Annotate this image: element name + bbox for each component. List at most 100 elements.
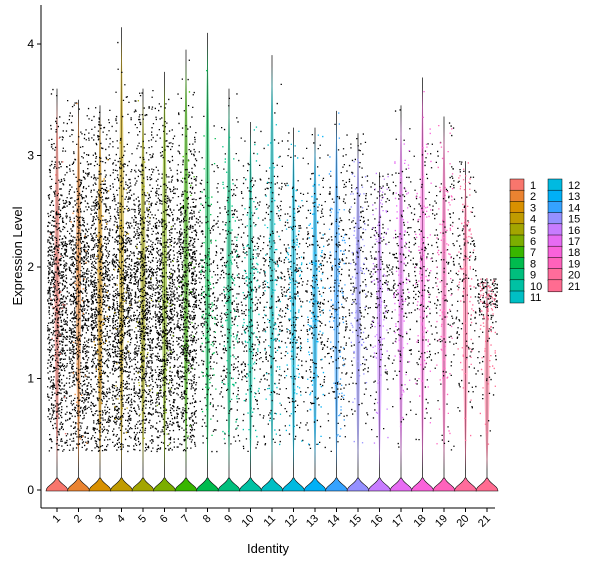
x-ticks: 1 2 3 4 5 6 7 8 9 10 11 12 13 14 15 16 17 18 19 20 21 bbox=[50, 508, 493, 530]
x-tick-label: 1 bbox=[50, 513, 63, 526]
violin-21 bbox=[475, 477, 499, 492]
violin-2 bbox=[67, 477, 90, 492]
legend-label: 6 bbox=[530, 236, 536, 248]
legend-swatch bbox=[547, 178, 563, 192]
violin-body-13 bbox=[312, 137, 318, 470]
points-5 bbox=[133, 90, 155, 452]
legend-swatch bbox=[547, 201, 563, 214]
violin-20 bbox=[454, 477, 477, 492]
violin-group-5 bbox=[131, 88, 155, 492]
x-tick-label: 5 bbox=[136, 513, 149, 526]
colored-points-21 bbox=[479, 278, 496, 445]
legend-label: 11 bbox=[530, 292, 541, 304]
legend-swatch bbox=[547, 245, 563, 259]
x-tick-label: 18 bbox=[411, 513, 428, 530]
legend-label: 18 bbox=[568, 247, 580, 259]
y-ticks: 0 1 2 3 4 bbox=[27, 37, 41, 497]
legend-label: 21 bbox=[568, 281, 580, 293]
points-14 bbox=[326, 123, 348, 452]
legend-swatch bbox=[547, 212, 563, 225]
legend-label: 12 bbox=[568, 180, 580, 192]
y-tick-label: 3 bbox=[27, 149, 34, 163]
violin-19 bbox=[432, 477, 456, 492]
x-tick-label: 21 bbox=[476, 513, 493, 530]
legend-label: 8 bbox=[530, 258, 536, 270]
x-tick-label: 4 bbox=[115, 513, 128, 526]
x-tick-label: 15 bbox=[347, 513, 364, 530]
legend-item-11: 11 bbox=[509, 290, 541, 304]
legend-item-18: 18 bbox=[547, 245, 580, 259]
violin-16 bbox=[368, 477, 391, 492]
points-10 bbox=[240, 130, 262, 453]
violin-3 bbox=[88, 477, 112, 492]
points-13 bbox=[305, 134, 327, 449]
legend-swatch bbox=[547, 268, 563, 281]
violin-body-9 bbox=[226, 98, 232, 470]
x-tick-label: 10 bbox=[239, 513, 256, 530]
x-tick-label: 8 bbox=[201, 513, 214, 526]
legend-swatch bbox=[547, 279, 563, 293]
violin-18 bbox=[411, 477, 434, 492]
legend-label: 15 bbox=[568, 214, 580, 226]
violin-group-11 bbox=[260, 55, 284, 492]
violin-group-14 bbox=[325, 110, 348, 492]
violin-group-17 bbox=[389, 105, 413, 492]
violin-group-7 bbox=[174, 49, 198, 492]
x-tick-label: 13 bbox=[304, 513, 321, 530]
x-tick-label: 11 bbox=[262, 513, 279, 530]
legend-swatch bbox=[509, 189, 525, 203]
points-3 bbox=[90, 107, 112, 452]
violin-body-5 bbox=[140, 98, 146, 470]
violin-group-19 bbox=[432, 116, 456, 492]
violin-group-10 bbox=[239, 122, 262, 492]
legend-swatch bbox=[547, 189, 563, 203]
colored-points-1 bbox=[49, 137, 67, 435]
legend-label: 13 bbox=[568, 191, 580, 203]
violin-13 bbox=[303, 477, 327, 492]
violin-body-20 bbox=[463, 171, 468, 470]
x-tick-label: 19 bbox=[433, 513, 450, 530]
violin-17 bbox=[389, 477, 413, 492]
violin-body-11 bbox=[269, 65, 275, 471]
violin-group-1 bbox=[45, 88, 69, 492]
legend-swatch bbox=[509, 290, 525, 304]
plot-area bbox=[45, 27, 499, 492]
violin-body-10 bbox=[248, 132, 253, 471]
x-tick-label: 16 bbox=[368, 513, 385, 530]
violin-14 bbox=[325, 477, 348, 492]
y-tick-label: 2 bbox=[27, 260, 34, 274]
legend-swatch bbox=[509, 234, 525, 248]
legend-label: 7 bbox=[530, 247, 536, 259]
legend-swatch bbox=[509, 201, 525, 214]
points-4 bbox=[111, 41, 133, 453]
points-2 bbox=[68, 102, 90, 451]
violin-1 bbox=[45, 477, 69, 492]
x-tick-label: 6 bbox=[158, 513, 171, 526]
x-tick-label: 2 bbox=[72, 513, 85, 526]
legend-swatch bbox=[509, 178, 525, 192]
legend-item-21: 21 bbox=[547, 279, 580, 293]
x-tick-label: 12 bbox=[282, 513, 299, 530]
legend-swatch bbox=[509, 212, 525, 225]
legend-item-12: 12 bbox=[547, 178, 580, 192]
legend-swatch bbox=[547, 223, 563, 237]
points-21 bbox=[477, 278, 498, 437]
legend-swatch bbox=[509, 268, 525, 281]
x-tick-label: 9 bbox=[222, 513, 235, 526]
legend-swatch bbox=[547, 234, 563, 248]
violin-group-4 bbox=[110, 27, 133, 492]
violin-group-20 bbox=[454, 161, 477, 492]
y-tick-label: 4 bbox=[27, 37, 34, 51]
legend-item-20: 20 bbox=[547, 268, 580, 282]
x-tick-label: 14 bbox=[325, 513, 342, 530]
legend-label: 16 bbox=[568, 225, 580, 237]
legend-item-14: 14 bbox=[547, 201, 580, 214]
legend-label: 4 bbox=[530, 214, 536, 226]
violin-group-6 bbox=[153, 71, 176, 492]
violin-5 bbox=[131, 477, 155, 492]
legend-item-19: 19 bbox=[547, 257, 580, 270]
violin-4 bbox=[110, 477, 133, 492]
violin-group-16 bbox=[368, 172, 391, 492]
